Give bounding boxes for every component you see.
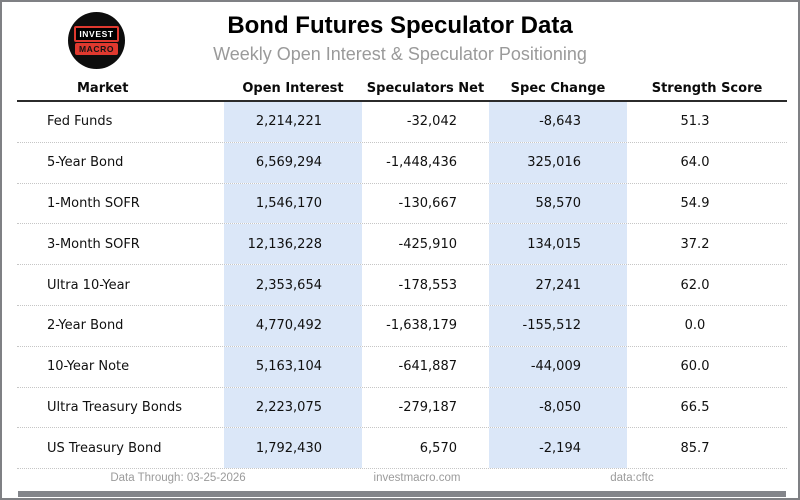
cell-market: 3-Month SOFR <box>47 236 140 252</box>
page-subtitle: Weekly Open Interest & Speculator Positi… <box>213 44 587 64</box>
cell-speculators-net: -279,187 <box>398 399 457 415</box>
footer-data-source: data:cftc <box>610 472 654 484</box>
cell-market: Ultra Treasury Bonds <box>47 399 183 415</box>
logo-macro-text: MACRO <box>74 43 119 55</box>
cell-strength-score: 0.0 <box>684 318 706 334</box>
cell-market: 1-Month SOFR <box>47 195 140 211</box>
cell-speculators-net: -1,448,436 <box>386 155 457 171</box>
cell-market: 5-Year Bond <box>47 155 124 171</box>
table-row: Ultra Treasury Bonds 2,223,075 -279,187 … <box>17 387 787 429</box>
cell-open-interest: 5,163,104 <box>224 346 362 387</box>
cell-spec-change: -8,050 <box>489 387 627 428</box>
bottom-accent-bar <box>18 491 786 497</box>
footer-data-through: Data Through: 03-25-2026 <box>110 472 246 484</box>
table-row: US Treasury Bond 1,792,430 6,570 -2,194 … <box>17 428 787 470</box>
column-header-strength-score: Strength Score <box>651 81 763 96</box>
table-row: 10-Year Note 5,163,104 -641,887 -44,009 … <box>17 346 787 388</box>
cell-speculators-net: 6,570 <box>419 440 457 456</box>
page-title: Bond Futures Speculator Data <box>227 12 573 39</box>
cell-speculators-net: -130,667 <box>398 195 457 211</box>
cell-open-interest: 1,792,430 <box>224 428 362 469</box>
column-header-open-interest: Open Interest <box>242 81 344 96</box>
table-row: 1-Month SOFR 1,546,170 -130,667 58,570 5… <box>17 183 787 225</box>
cell-open-interest: 2,223,075 <box>224 387 362 428</box>
table-row: 2-Year Bond 4,770,492 -1,638,179 -155,51… <box>17 305 787 347</box>
cell-open-interest: 2,353,654 <box>224 265 362 305</box>
cell-market: Fed Funds <box>47 114 113 130</box>
footer-website: investmacro.com <box>373 472 461 484</box>
table-row: 3-Month SOFR 12,136,228 -425,910 134,015… <box>17 224 787 266</box>
column-header-market: Market <box>77 81 129 96</box>
cell-open-interest: 2,214,221 <box>224 102 362 142</box>
cell-spec-change: -155,512 <box>489 305 627 346</box>
cell-strength-score: 37.2 <box>680 236 710 252</box>
table-body: Fed Funds 2,214,221 -32,042 -8,643 51.3 … <box>17 102 787 470</box>
cell-open-interest: 6,569,294 <box>224 142 362 183</box>
cell-strength-score: 64.0 <box>680 155 710 171</box>
table-row: Fed Funds 2,214,221 -32,042 -8,643 51.3 <box>17 102 787 143</box>
cell-market: 2-Year Bond <box>47 318 124 334</box>
cell-speculators-net: -425,910 <box>398 236 457 252</box>
speculator-table: Market Open Interest Speculators Net Spe… <box>17 74 787 470</box>
column-header-spec-change: Spec Change <box>510 81 606 96</box>
cell-strength-score: 85.7 <box>680 440 710 456</box>
cell-open-interest: 12,136,228 <box>224 224 362 265</box>
investmacro-logo: INVEST MACRO <box>68 12 125 69</box>
cell-strength-score: 54.9 <box>680 195 710 211</box>
cell-speculators-net: -641,887 <box>398 359 457 375</box>
cell-speculators-net: -178,553 <box>398 277 457 293</box>
cell-spec-change: 134,015 <box>489 224 627 265</box>
cell-spec-change: 27,241 <box>489 265 627 305</box>
cell-market: 10-Year Note <box>47 359 130 375</box>
title-block: Bond Futures Speculator Data Weekly Open… <box>2 12 798 65</box>
cell-market: Ultra 10-Year <box>47 277 130 293</box>
table-header-row: Market Open Interest Speculators Net Spe… <box>17 74 787 102</box>
table-row: 5-Year Bond 6,569,294 -1,448,436 325,016… <box>17 142 787 184</box>
cell-market: US Treasury Bond <box>47 440 162 456</box>
table-row: Ultra 10-Year 2,353,654 -178,553 27,241 … <box>17 265 787 306</box>
cell-spec-change: 58,570 <box>489 183 627 224</box>
column-header-speculators-net: Speculators Net <box>366 81 485 96</box>
logo-invest-text: INVEST <box>74 26 119 42</box>
cell-strength-score: 51.3 <box>680 114 710 130</box>
cell-strength-score: 60.0 <box>680 359 710 375</box>
cell-spec-change: -8,643 <box>489 102 627 142</box>
cell-open-interest: 1,546,170 <box>224 183 362 224</box>
cell-spec-change: -44,009 <box>489 346 627 387</box>
cell-spec-change: -2,194 <box>489 428 627 469</box>
cell-speculators-net: -32,042 <box>406 114 457 130</box>
cell-spec-change: 325,016 <box>489 142 627 183</box>
cell-strength-score: 62.0 <box>680 277 710 293</box>
cell-speculators-net: -1,638,179 <box>386 318 457 334</box>
cell-strength-score: 66.5 <box>680 399 710 415</box>
cell-open-interest: 4,770,492 <box>224 305 362 346</box>
